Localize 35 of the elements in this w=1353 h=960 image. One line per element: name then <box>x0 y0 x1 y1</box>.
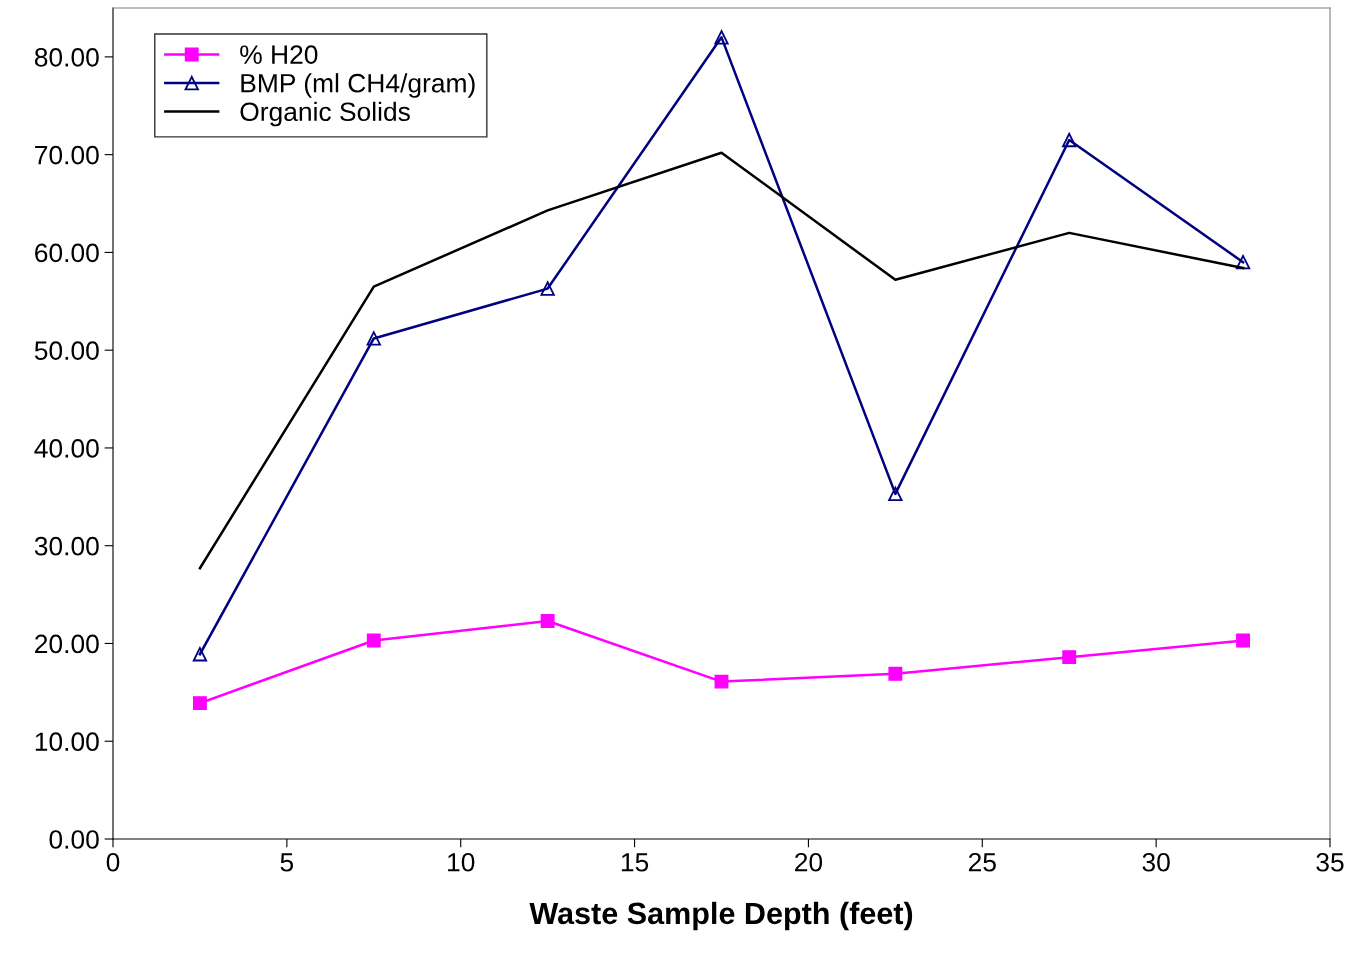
point <box>888 486 903 502</box>
y-tick-label: 40.00 <box>34 439 99 458</box>
x-tick-label: 10 <box>448 852 475 872</box>
point <box>366 331 381 346</box>
point <box>1062 650 1077 665</box>
legend-label: Organic Solids <box>240 101 410 127</box>
legend-label: BMP (ml CH4/gram) <box>241 73 475 98</box>
y-tick-label: 60.00 <box>35 243 99 263</box>
x-tick-label: 15 <box>621 853 649 872</box>
y-tick-label: 70.00 <box>35 145 99 165</box>
point <box>366 633 381 648</box>
point <box>888 666 903 681</box>
y-tick-label: 80.00 <box>34 48 99 67</box>
point <box>192 696 207 711</box>
y-tick-label: 10.00 <box>35 732 99 752</box>
y-tick-label: 30.00 <box>34 536 99 556</box>
point <box>1235 255 1251 270</box>
point <box>1236 633 1251 648</box>
point <box>1062 132 1077 148</box>
y-tick-label: 20.00 <box>35 634 99 654</box>
x-tick-label: 25 <box>968 852 996 872</box>
x-tick-label: 30 <box>1142 852 1170 872</box>
point <box>714 674 729 689</box>
y-tick-label: 0.00 <box>49 830 99 849</box>
legend-label: % H20 <box>240 45 318 64</box>
x-tick-label: 20 <box>795 852 823 872</box>
point <box>540 614 555 628</box>
point <box>540 281 555 296</box>
x-axis-title: Waste Sample Depth (feet) <box>529 901 913 931</box>
x-tick-label: 35 <box>1316 852 1344 872</box>
point <box>714 30 729 45</box>
x-tick-label: 5 <box>280 853 294 872</box>
x-tick-label: 0 <box>106 852 120 872</box>
y-tick-label: 50.00 <box>34 341 99 360</box>
point <box>192 647 208 662</box>
